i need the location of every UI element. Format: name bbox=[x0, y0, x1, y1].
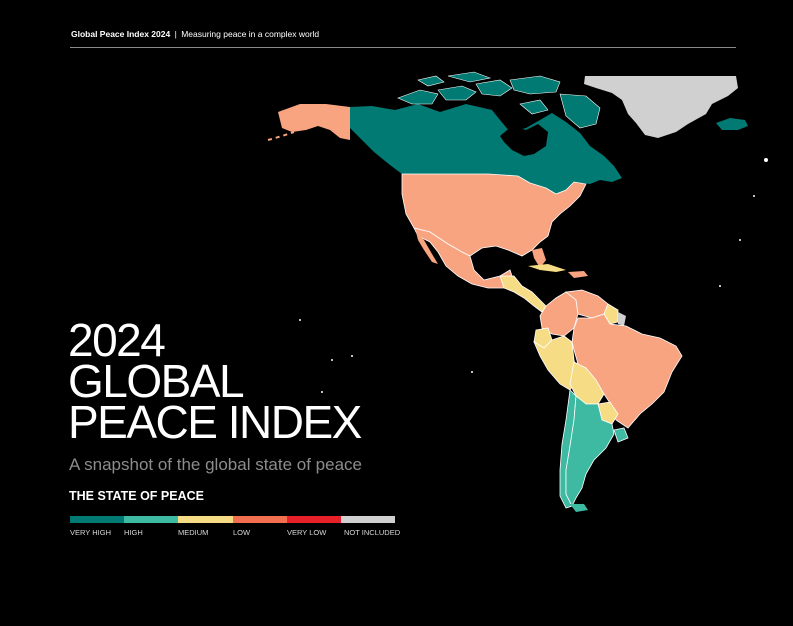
region-tierra-del-fuego bbox=[570, 504, 588, 512]
header-rule bbox=[70, 47, 736, 48]
region-argentina bbox=[565, 395, 615, 507]
legend-swatch-high bbox=[124, 516, 179, 523]
region-uruguay bbox=[613, 427, 629, 443]
legend-label-low: LOW bbox=[233, 528, 251, 537]
legend-swatch-very-low bbox=[286, 516, 341, 523]
region-central-america bbox=[499, 275, 547, 313]
title-line-global: GLOBAL bbox=[68, 355, 245, 407]
region-hispaniola bbox=[568, 271, 588, 278]
legend-swatch-medium bbox=[178, 516, 233, 523]
region-canada bbox=[350, 104, 622, 194]
region-greenland bbox=[584, 76, 738, 138]
legend-swatch-low bbox=[232, 516, 287, 523]
legend-label-medium: MEDIUM bbox=[178, 528, 209, 537]
legend-label-very-high: VERY HIGH bbox=[70, 528, 111, 537]
pacific-islands bbox=[299, 158, 768, 393]
hudson-bay bbox=[500, 124, 548, 156]
report-title: 2024 GLOBAL PEACE INDEX bbox=[68, 314, 362, 448]
region-brazil bbox=[571, 313, 683, 429]
report-tagline: Measuring peace in a complex world bbox=[181, 29, 320, 39]
peace-legend: VERY HIGH HIGH MEDIUM LOW VERY LOW NOT I… bbox=[70, 516, 400, 546]
legend-swatch-very-high bbox=[70, 516, 125, 523]
region-florida bbox=[532, 248, 546, 268]
title-line-peace-index: PEACE INDEX bbox=[68, 396, 362, 448]
report-subtitle: A snapshot of the global state of peace bbox=[69, 455, 362, 474]
legend-label-high: HIGH bbox=[124, 528, 143, 537]
region-iceland bbox=[716, 118, 748, 130]
report-header: Global Peace Index 2024 | Measuring peac… bbox=[71, 29, 319, 39]
region-alaska bbox=[278, 104, 350, 140]
report-name: Global Peace Index 2024 bbox=[71, 29, 171, 39]
legend-label-very-low: VERY LOW bbox=[287, 528, 327, 537]
legend-swatch-not-included bbox=[340, 516, 396, 523]
region-cuba bbox=[528, 264, 566, 272]
alaska-aleutians bbox=[267, 131, 295, 141]
region-baja-california bbox=[416, 232, 438, 264]
legend-title: THE STATE OF PEACE bbox=[69, 489, 204, 503]
header-separator: | bbox=[174, 29, 177, 39]
title-year: 2024 bbox=[68, 314, 166, 366]
legend-label-not-included: NOT INCLUDED bbox=[344, 528, 401, 537]
region-french-guiana bbox=[618, 312, 626, 326]
canadian-arctic-islands bbox=[397, 71, 601, 129]
